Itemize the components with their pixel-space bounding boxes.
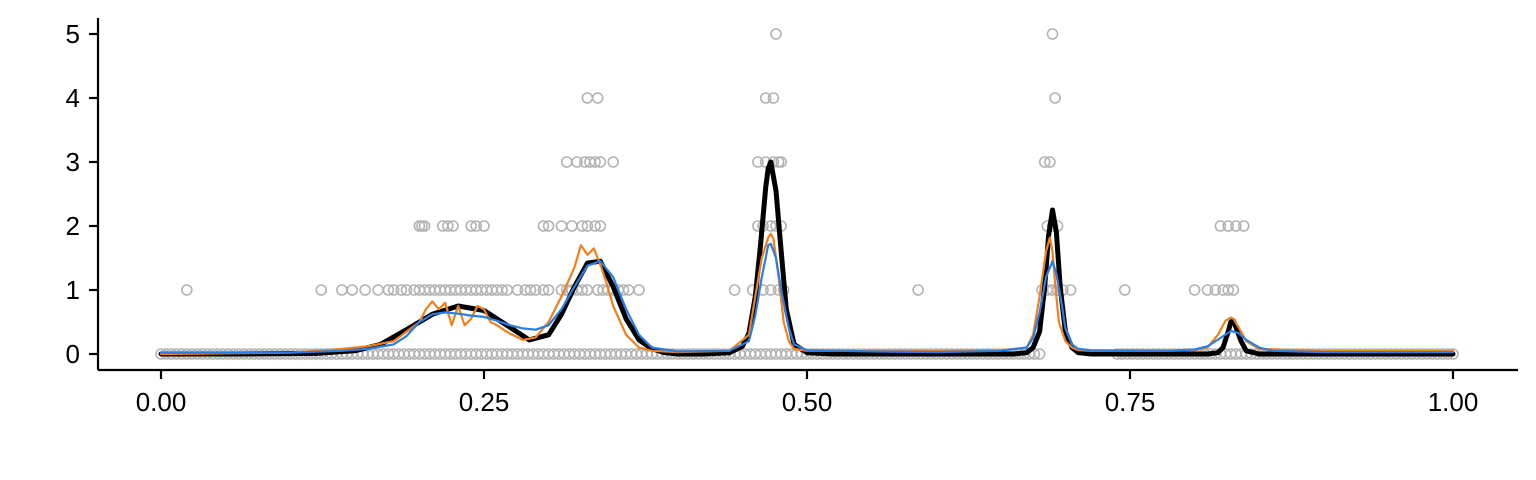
data-point: [336, 284, 348, 296]
data-point: [181, 284, 193, 296]
data-point: [759, 92, 772, 104]
data-point: [589, 156, 601, 168]
data-point: [478, 220, 490, 232]
y-tick-label: 0: [66, 339, 80, 369]
data-point: [576, 284, 589, 296]
data-point: [775, 156, 788, 168]
data-point: [1038, 156, 1051, 168]
data-point: [591, 92, 604, 104]
data-point: [1222, 220, 1234, 232]
y-tick-label: 5: [66, 19, 80, 49]
data-point: [581, 92, 594, 104]
data-point: [529, 284, 542, 296]
true-curve: [158, 159, 1456, 357]
data-point: [576, 220, 589, 232]
data-point: [560, 156, 573, 168]
data-point: [633, 284, 645, 296]
y-ticks: 0 1 2 3 4 5: [66, 19, 98, 369]
data-point: [1049, 92, 1061, 104]
data-point: [589, 220, 601, 232]
data-point: [359, 284, 371, 296]
data-point: [770, 28, 782, 40]
data-point: [607, 156, 620, 168]
data-point: [1119, 284, 1131, 296]
data-point: [1044, 156, 1056, 168]
x-ticks: 0.00 0.25 0.50 0.75 1.00: [136, 370, 1479, 417]
data-point: [1227, 284, 1240, 296]
data-point: [581, 220, 594, 232]
data-point: [1222, 284, 1234, 296]
y-tick-label: 1: [66, 275, 80, 305]
data-point: [767, 92, 780, 104]
data-point: [1064, 284, 1077, 296]
axes: 0 1 2 3 4 5 0.00 0.25 0.50 0.75 1.00: [66, 18, 1518, 417]
data-point: [542, 284, 555, 296]
x-tick-label: 1.00: [1428, 387, 1479, 417]
data-point: [1046, 28, 1059, 40]
x-tick-label: 0.75: [1105, 387, 1156, 417]
data-point: [1033, 348, 1046, 360]
y-tick-label: 3: [66, 147, 80, 177]
data-point: [387, 284, 400, 296]
data-point: [1188, 284, 1201, 296]
data-point: [555, 220, 568, 232]
data-point: [912, 284, 924, 296]
data-point: [395, 284, 408, 296]
data-point: [1201, 284, 1214, 296]
data-point: [566, 220, 578, 232]
y-tick-label: 4: [66, 83, 80, 113]
x-tick-label: 0.50: [782, 387, 833, 417]
data-point: [764, 284, 777, 296]
data-point: [1214, 220, 1227, 232]
x-tick-label: 0.25: [459, 387, 510, 417]
x-tick-label: 0.00: [136, 387, 187, 417]
data-point: [1230, 220, 1242, 232]
data-point: [537, 284, 550, 296]
data-point: [496, 284, 508, 296]
data-point: [542, 220, 555, 232]
y-tick-label: 2: [66, 211, 80, 241]
data-point: [1237, 220, 1250, 232]
blue-fit-line: [159, 242, 1455, 354]
data-point: [447, 220, 459, 232]
data-point: [537, 220, 550, 232]
data-point: [372, 284, 384, 296]
data-point: [524, 284, 537, 296]
data-point: [1209, 284, 1222, 296]
data-point: [470, 220, 483, 232]
data-point: [465, 220, 477, 232]
data-point: [441, 220, 454, 232]
data-point: [382, 284, 395, 296]
data-point: [346, 284, 359, 296]
data-point: [594, 156, 607, 168]
data-point: [400, 284, 413, 296]
points-layer: [155, 28, 1459, 360]
curves-layer: [158, 159, 1456, 357]
data-point: [571, 156, 583, 168]
data-point: [728, 284, 741, 296]
data-point: [752, 156, 764, 168]
data-point: [594, 220, 607, 232]
data-point: [315, 284, 328, 296]
data-point: [511, 284, 524, 296]
data-point: [418, 220, 431, 232]
